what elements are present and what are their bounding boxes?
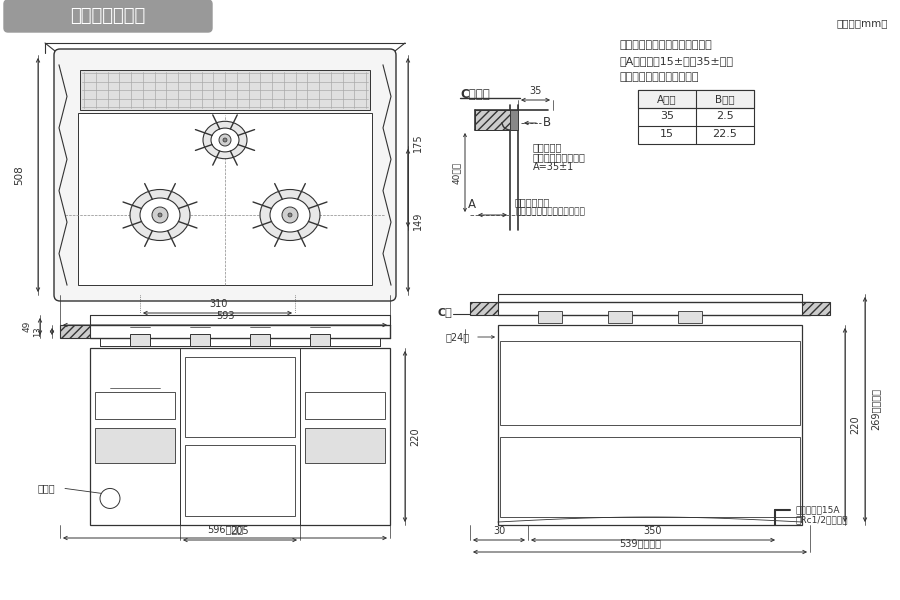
Bar: [185, 445, 295, 516]
Ellipse shape: [140, 198, 180, 232]
Text: 269（高さ）: 269（高さ）: [870, 389, 880, 431]
Text: （Rc1/2メネジ）: （Rc1/2メネジ）: [795, 515, 848, 524]
Bar: [802, 302, 830, 315]
Text: 40以下: 40以下: [452, 161, 461, 184]
Text: 30: 30: [493, 526, 505, 536]
Text: 13: 13: [33, 326, 42, 337]
Text: 508: 508: [14, 165, 24, 185]
Circle shape: [158, 213, 162, 217]
Text: 175: 175: [413, 133, 423, 152]
Circle shape: [282, 207, 298, 223]
Bar: [90, 348, 390, 525]
Text: 2.5: 2.5: [716, 111, 734, 121]
Bar: [305, 392, 385, 419]
Bar: [78, 113, 372, 285]
FancyBboxPatch shape: [54, 49, 396, 301]
Bar: [250, 334, 270, 346]
Ellipse shape: [203, 121, 247, 158]
Text: 22.5: 22.5: [713, 129, 737, 139]
Text: 49: 49: [23, 321, 32, 332]
Text: （キャビネット側板の前面）: （キャビネット側板の前面）: [515, 208, 585, 217]
Text: B寸法: B寸法: [716, 94, 734, 104]
Bar: [470, 302, 498, 315]
Bar: [510, 110, 518, 130]
Bar: [310, 334, 330, 346]
Bar: [190, 334, 210, 346]
Text: （24）: （24）: [446, 332, 470, 342]
Text: の範囲で設置できます。: の範囲で設置できます。: [620, 72, 699, 82]
Text: （単位：mm）: （単位：mm）: [836, 18, 888, 28]
FancyBboxPatch shape: [4, 0, 212, 32]
Text: 593: 593: [216, 311, 234, 321]
Text: 35: 35: [529, 86, 541, 96]
Bar: [95, 392, 175, 419]
Bar: [538, 311, 562, 323]
Text: 149: 149: [413, 211, 423, 230]
Text: 205: 205: [230, 526, 249, 536]
Circle shape: [223, 138, 227, 142]
Ellipse shape: [211, 128, 239, 152]
Text: C部詳細: C部詳細: [460, 88, 490, 101]
Bar: [475, 110, 510, 130]
Bar: [185, 357, 295, 437]
Circle shape: [100, 488, 120, 508]
Bar: [80, 70, 370, 110]
Ellipse shape: [260, 190, 320, 241]
Bar: [305, 428, 385, 463]
Text: 350: 350: [644, 526, 662, 536]
Bar: [475, 110, 510, 130]
Text: 35: 35: [660, 111, 674, 121]
Ellipse shape: [130, 190, 190, 241]
Text: 乾電池: 乾電池: [38, 484, 55, 493]
Bar: [500, 341, 800, 425]
Text: 220: 220: [850, 416, 860, 434]
Text: B: B: [543, 116, 551, 130]
Bar: [638, 90, 754, 108]
Bar: [95, 428, 175, 463]
Bar: [498, 325, 802, 525]
Text: A=35±1: A=35±1: [533, 162, 574, 172]
Text: 596（幅）: 596（幅）: [207, 524, 243, 534]
Text: 標準仕様の: 標準仕様の: [533, 142, 562, 152]
Text: 539（奥行）: 539（奥行）: [619, 538, 661, 548]
Bar: [608, 311, 632, 323]
Text: 基準線の位置: 基準線の位置: [515, 197, 550, 207]
Text: A: A: [468, 198, 476, 211]
Text: A寸法: A寸法: [657, 94, 677, 104]
Text: 15: 15: [660, 129, 674, 139]
Text: A寸法は「15±１～35±１」: A寸法は「15±１～35±１」: [620, 56, 734, 66]
Text: 220: 220: [410, 427, 420, 446]
Ellipse shape: [270, 198, 310, 232]
Text: ガス接続口15A: ガス接続口15A: [795, 505, 840, 514]
Text: １．外形寸法図: １．外形寸法図: [70, 7, 146, 25]
Bar: [130, 334, 150, 346]
Text: ワークトップの場合: ワークトップの場合: [533, 152, 586, 162]
Text: C部: C部: [437, 307, 452, 317]
Circle shape: [152, 207, 168, 223]
Text: 310: 310: [209, 299, 227, 309]
Bar: [60, 325, 90, 338]
Bar: [678, 311, 702, 323]
Circle shape: [219, 134, 231, 146]
Bar: [500, 437, 800, 517]
Circle shape: [288, 213, 292, 217]
Bar: [638, 90, 754, 144]
Text: 注）セットフリータイプなので: 注）セットフリータイプなので: [620, 40, 713, 50]
